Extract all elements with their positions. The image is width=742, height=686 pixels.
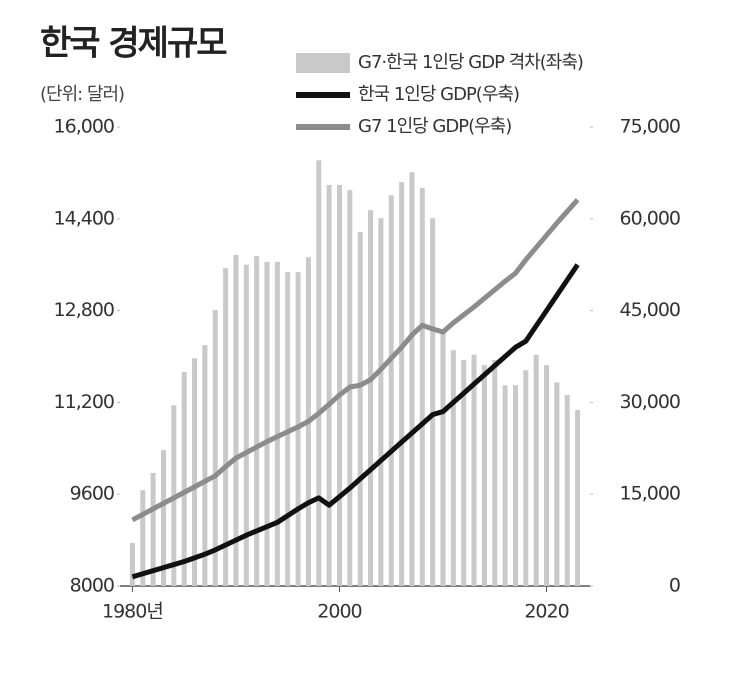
bar <box>326 184 332 587</box>
bar <box>450 350 456 586</box>
bar <box>481 365 487 586</box>
bar <box>554 382 560 586</box>
y2-tick-label: 30,000 <box>620 391 680 413</box>
bar <box>336 184 342 587</box>
bar <box>471 354 477 586</box>
bar <box>440 330 446 586</box>
bar <box>461 359 467 586</box>
x-tick-label: 1980년 <box>102 601 163 623</box>
y2-tick-label: 45,000 <box>620 299 680 321</box>
bar <box>316 160 322 586</box>
bar <box>243 264 249 586</box>
line <box>131 263 580 580</box>
y-tick-label: 9600 <box>70 483 114 505</box>
y-tick-label: 14,400 <box>54 207 114 229</box>
bar <box>181 371 187 586</box>
bar <box>575 409 581 586</box>
y2-tick-label: 15,000 <box>620 483 680 505</box>
bar <box>502 385 508 586</box>
legend-label: 한국 1인당 GDP(우축) <box>358 84 519 105</box>
bar <box>212 310 218 586</box>
bar <box>388 195 394 586</box>
bar <box>419 187 425 586</box>
bar <box>378 218 384 586</box>
bar <box>492 359 498 586</box>
bar <box>533 354 539 586</box>
y-tick-label: 11,200 <box>54 391 114 413</box>
bar <box>430 218 436 586</box>
y2-tick-label: 60,000 <box>620 207 680 229</box>
legend-label: G7 1인당 GDP(우축) <box>358 116 511 137</box>
y-tick-label: 12,800 <box>54 299 114 321</box>
bar <box>192 358 198 586</box>
bar <box>160 450 166 586</box>
bar <box>368 210 374 586</box>
y-tick-label: 16,000 <box>54 116 114 138</box>
y2-tick-label: 0 <box>669 575 680 597</box>
bar <box>254 256 260 586</box>
bar <box>233 254 239 587</box>
bar <box>150 472 156 586</box>
legend-swatch <box>296 53 350 73</box>
bar <box>409 172 415 587</box>
x-tick-label: 2020 <box>524 601 568 623</box>
line <box>131 198 580 523</box>
bar <box>202 345 208 586</box>
bar <box>357 231 363 586</box>
y2-tick-label: 75,000 <box>620 116 680 138</box>
bar <box>399 182 405 586</box>
bar <box>523 370 529 586</box>
bar <box>544 365 550 586</box>
x-tick-label: 2000 <box>317 601 361 623</box>
chart-subtitle: (단위: 달러) <box>40 84 124 105</box>
y-tick-label: 8000 <box>70 575 114 597</box>
bar <box>274 261 280 586</box>
bar <box>264 261 270 586</box>
chart-title: 한국 경제규모 <box>40 24 227 64</box>
bar <box>223 268 229 586</box>
bar <box>140 490 146 586</box>
bar <box>564 394 570 586</box>
bar <box>129 542 135 586</box>
bar <box>512 385 518 586</box>
legend-label: G7·한국 1인당 GDP 격차(좌축) <box>358 52 583 73</box>
